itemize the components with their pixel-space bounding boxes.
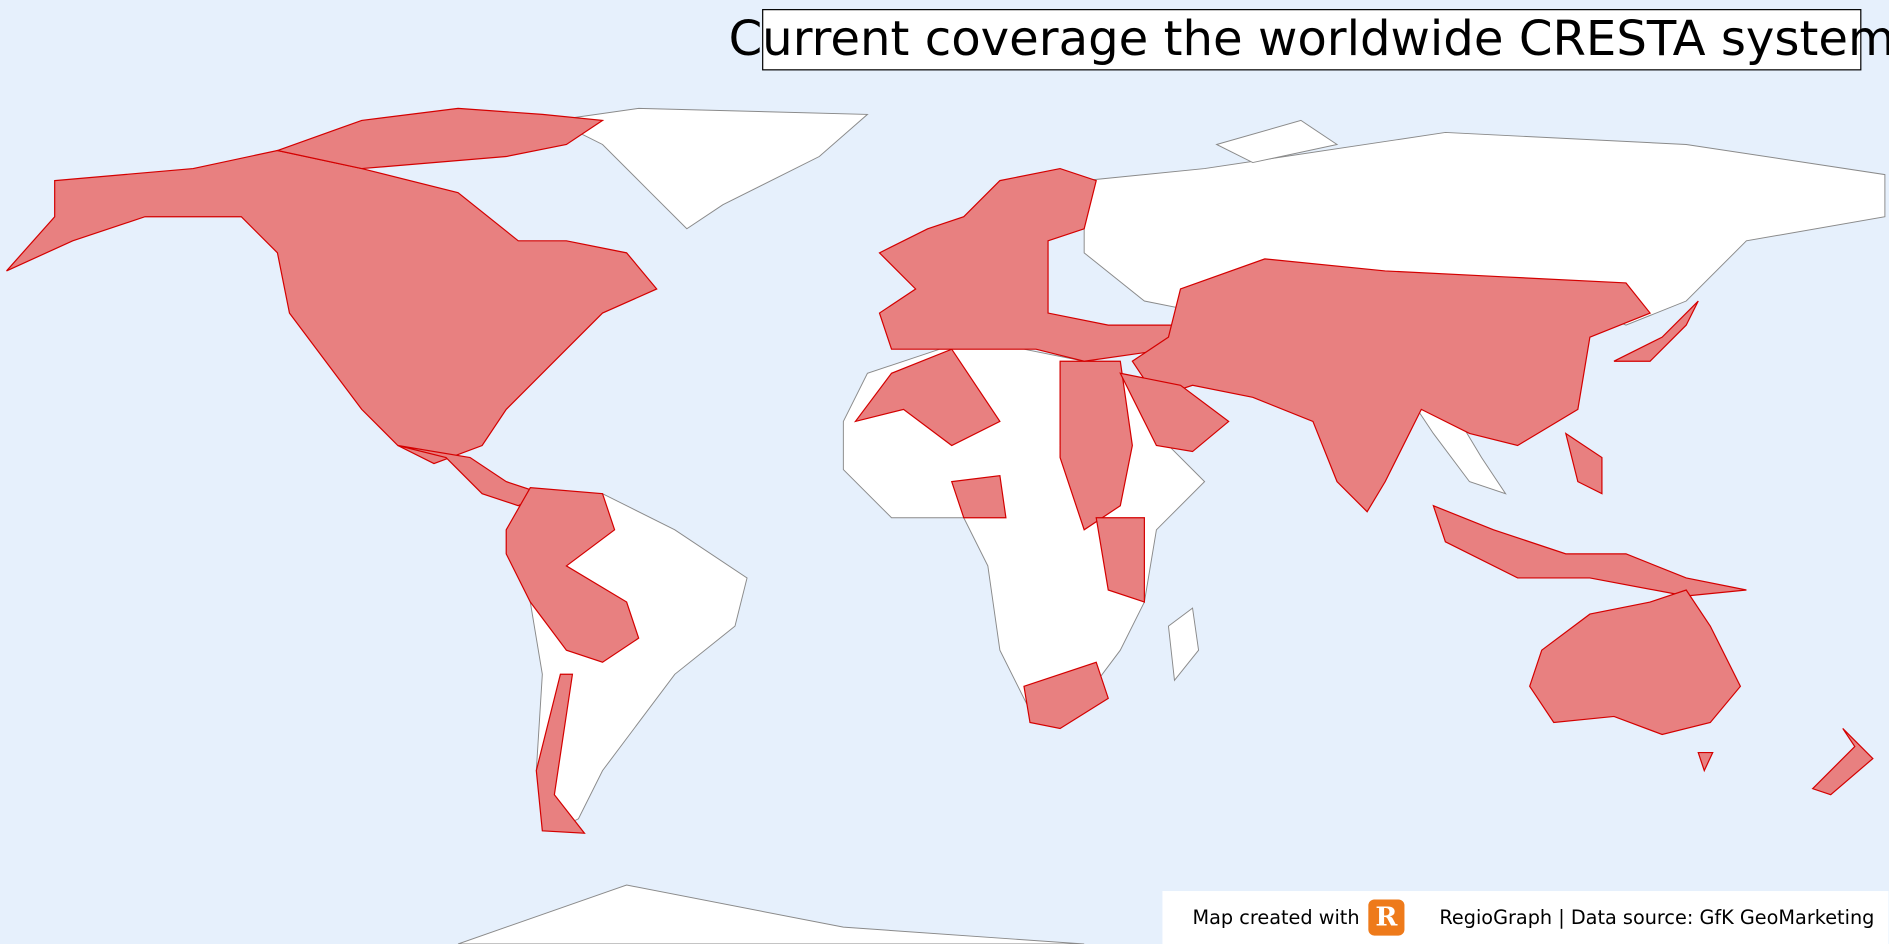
covered-regions	[6, 107, 1874, 834]
nigeria	[950, 474, 1007, 519]
north-africa-west	[853, 348, 1001, 447]
logo-letter: R	[1375, 902, 1398, 933]
antarctica	[457, 884, 1085, 944]
australia	[1529, 589, 1742, 736]
footer-box	[1162, 891, 1889, 944]
philippines	[1564, 432, 1603, 495]
greenland	[552, 107, 869, 230]
arabia	[1119, 372, 1230, 453]
new-zealand	[1811, 728, 1874, 796]
indonesia	[1432, 504, 1747, 597]
arctic-islands	[1215, 119, 1339, 164]
east-africa	[1095, 517, 1145, 603]
europe	[878, 167, 1182, 362]
map-title: Current coverage the worldwide CRESTA sy…	[729, 11, 1889, 67]
south-africa	[1023, 661, 1109, 730]
title-box	[762, 9, 1862, 71]
chile	[535, 673, 586, 834]
south-america-north-west	[505, 487, 640, 663]
data-source: RegioGraph | Data source: GfK GeoMarketi…	[1439, 906, 1874, 929]
japan	[1613, 300, 1699, 362]
tasmania	[1697, 751, 1714, 773]
created-with: Map created with	[1193, 906, 1360, 929]
arctic-canada	[275, 107, 605, 170]
madagascar	[1167, 607, 1200, 682]
logo-badge	[1368, 899, 1405, 936]
egypt-sudan	[1059, 360, 1133, 531]
north-america	[6, 149, 658, 465]
